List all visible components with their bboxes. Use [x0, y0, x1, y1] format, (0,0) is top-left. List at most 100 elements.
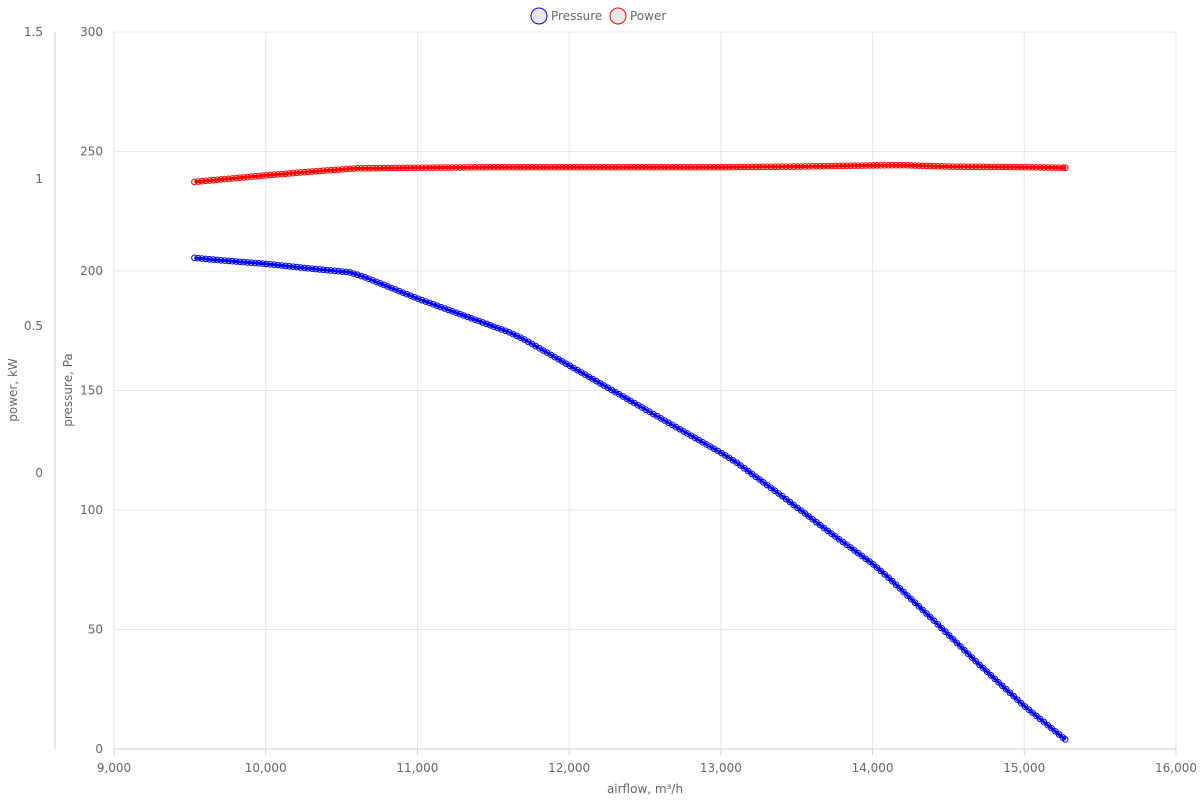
pressure-point [361, 273, 369, 281]
power-point [475, 163, 483, 171]
pressure-point [938, 624, 945, 632]
power-point [896, 161, 904, 169]
grid-lines [113, 31, 1177, 750]
x-tick-label: 11,000 [396, 761, 438, 775]
pressure-point [297, 264, 304, 271]
power-point [926, 162, 934, 170]
power-point [794, 163, 801, 170]
power-point [593, 163, 600, 171]
power-point [881, 161, 889, 169]
power-point [809, 163, 816, 170]
power-point [1029, 163, 1036, 171]
pressure-point [896, 585, 904, 592]
power-point [839, 162, 847, 170]
power-point [407, 164, 414, 172]
pressure-point [346, 269, 354, 276]
pressure-point [695, 436, 703, 444]
pressure-point [911, 599, 919, 607]
pressure-point [365, 275, 373, 283]
pressure-tick-label: 100 [80, 503, 103, 517]
power-point [521, 163, 528, 171]
power-point [251, 173, 259, 180]
pressure-point [255, 259, 263, 267]
x-tick-label: 9,000 [97, 761, 131, 775]
pressure-point [373, 278, 380, 286]
power-axis-label: power, kW [6, 358, 20, 422]
series-pressure [191, 254, 1069, 743]
pressure-point [312, 265, 320, 273]
legend-item-pressure[interactable]: Pressure [530, 7, 602, 25]
pressure-point [669, 421, 676, 429]
x-tick-label: 12,000 [548, 761, 590, 775]
pressure-point [881, 570, 889, 578]
pressure-point [407, 292, 414, 300]
power-point [464, 164, 471, 171]
pressure-point [483, 320, 490, 328]
pressure-axis-label: pressure, Pa [61, 353, 75, 427]
pressure-point [934, 621, 942, 628]
pressure-point [376, 280, 384, 287]
pressure-point [456, 310, 464, 318]
power-point [308, 168, 316, 175]
pressure-point [479, 319, 486, 326]
power-point [748, 163, 756, 171]
pressure-point [282, 262, 289, 270]
pressure-point [942, 628, 949, 636]
power-point [263, 172, 270, 179]
power-point [623, 163, 631, 171]
power-point [225, 175, 232, 183]
power-point [843, 162, 851, 170]
legend-item-power[interactable]: Power [609, 7, 666, 25]
pressure-point [980, 665, 987, 672]
pressure-point [331, 267, 339, 275]
power-point [543, 163, 551, 171]
power-point [1044, 164, 1052, 171]
power-point [266, 171, 274, 179]
power-point [585, 163, 593, 171]
pressure-point [342, 268, 350, 276]
pressure-point [460, 312, 468, 319]
pressure-point [1061, 736, 1069, 743]
power-point [365, 164, 373, 172]
pressure-point [502, 327, 509, 335]
power-point [456, 164, 464, 171]
power-point [801, 163, 809, 170]
pressure-point [217, 257, 225, 264]
power-point [976, 163, 983, 171]
power-point [566, 163, 574, 171]
pressure-point [327, 267, 335, 274]
pressure-point [987, 672, 995, 679]
power-point [528, 163, 536, 171]
power-point [191, 178, 198, 186]
pressure-point [422, 298, 430, 305]
pressure-point [490, 323, 498, 330]
pressure-point [509, 330, 517, 338]
pressure-point [418, 296, 426, 304]
power-point [596, 163, 604, 171]
power-point [1021, 163, 1029, 171]
power-point [320, 167, 327, 175]
power-point [441, 164, 449, 171]
power-point [862, 162, 870, 169]
power-point [536, 163, 543, 171]
power-tick-label: 0 [35, 466, 43, 480]
power-point [930, 162, 938, 170]
pressure-point [206, 255, 213, 263]
power-point [540, 163, 547, 171]
power-point [676, 163, 684, 171]
power-point [991, 163, 999, 171]
power-point [775, 163, 782, 171]
power-point [555, 163, 562, 171]
power-point [1014, 163, 1021, 171]
pressure-point [900, 588, 907, 596]
pressure-point [229, 257, 236, 265]
pressure-point [1014, 696, 1021, 704]
power-point [430, 164, 437, 171]
pressure-point [452, 309, 460, 317]
power-point [384, 164, 392, 172]
power-point [316, 167, 323, 175]
power-point [767, 163, 775, 171]
power-point [968, 163, 976, 171]
power-point [547, 163, 555, 171]
power-point [581, 163, 589, 171]
